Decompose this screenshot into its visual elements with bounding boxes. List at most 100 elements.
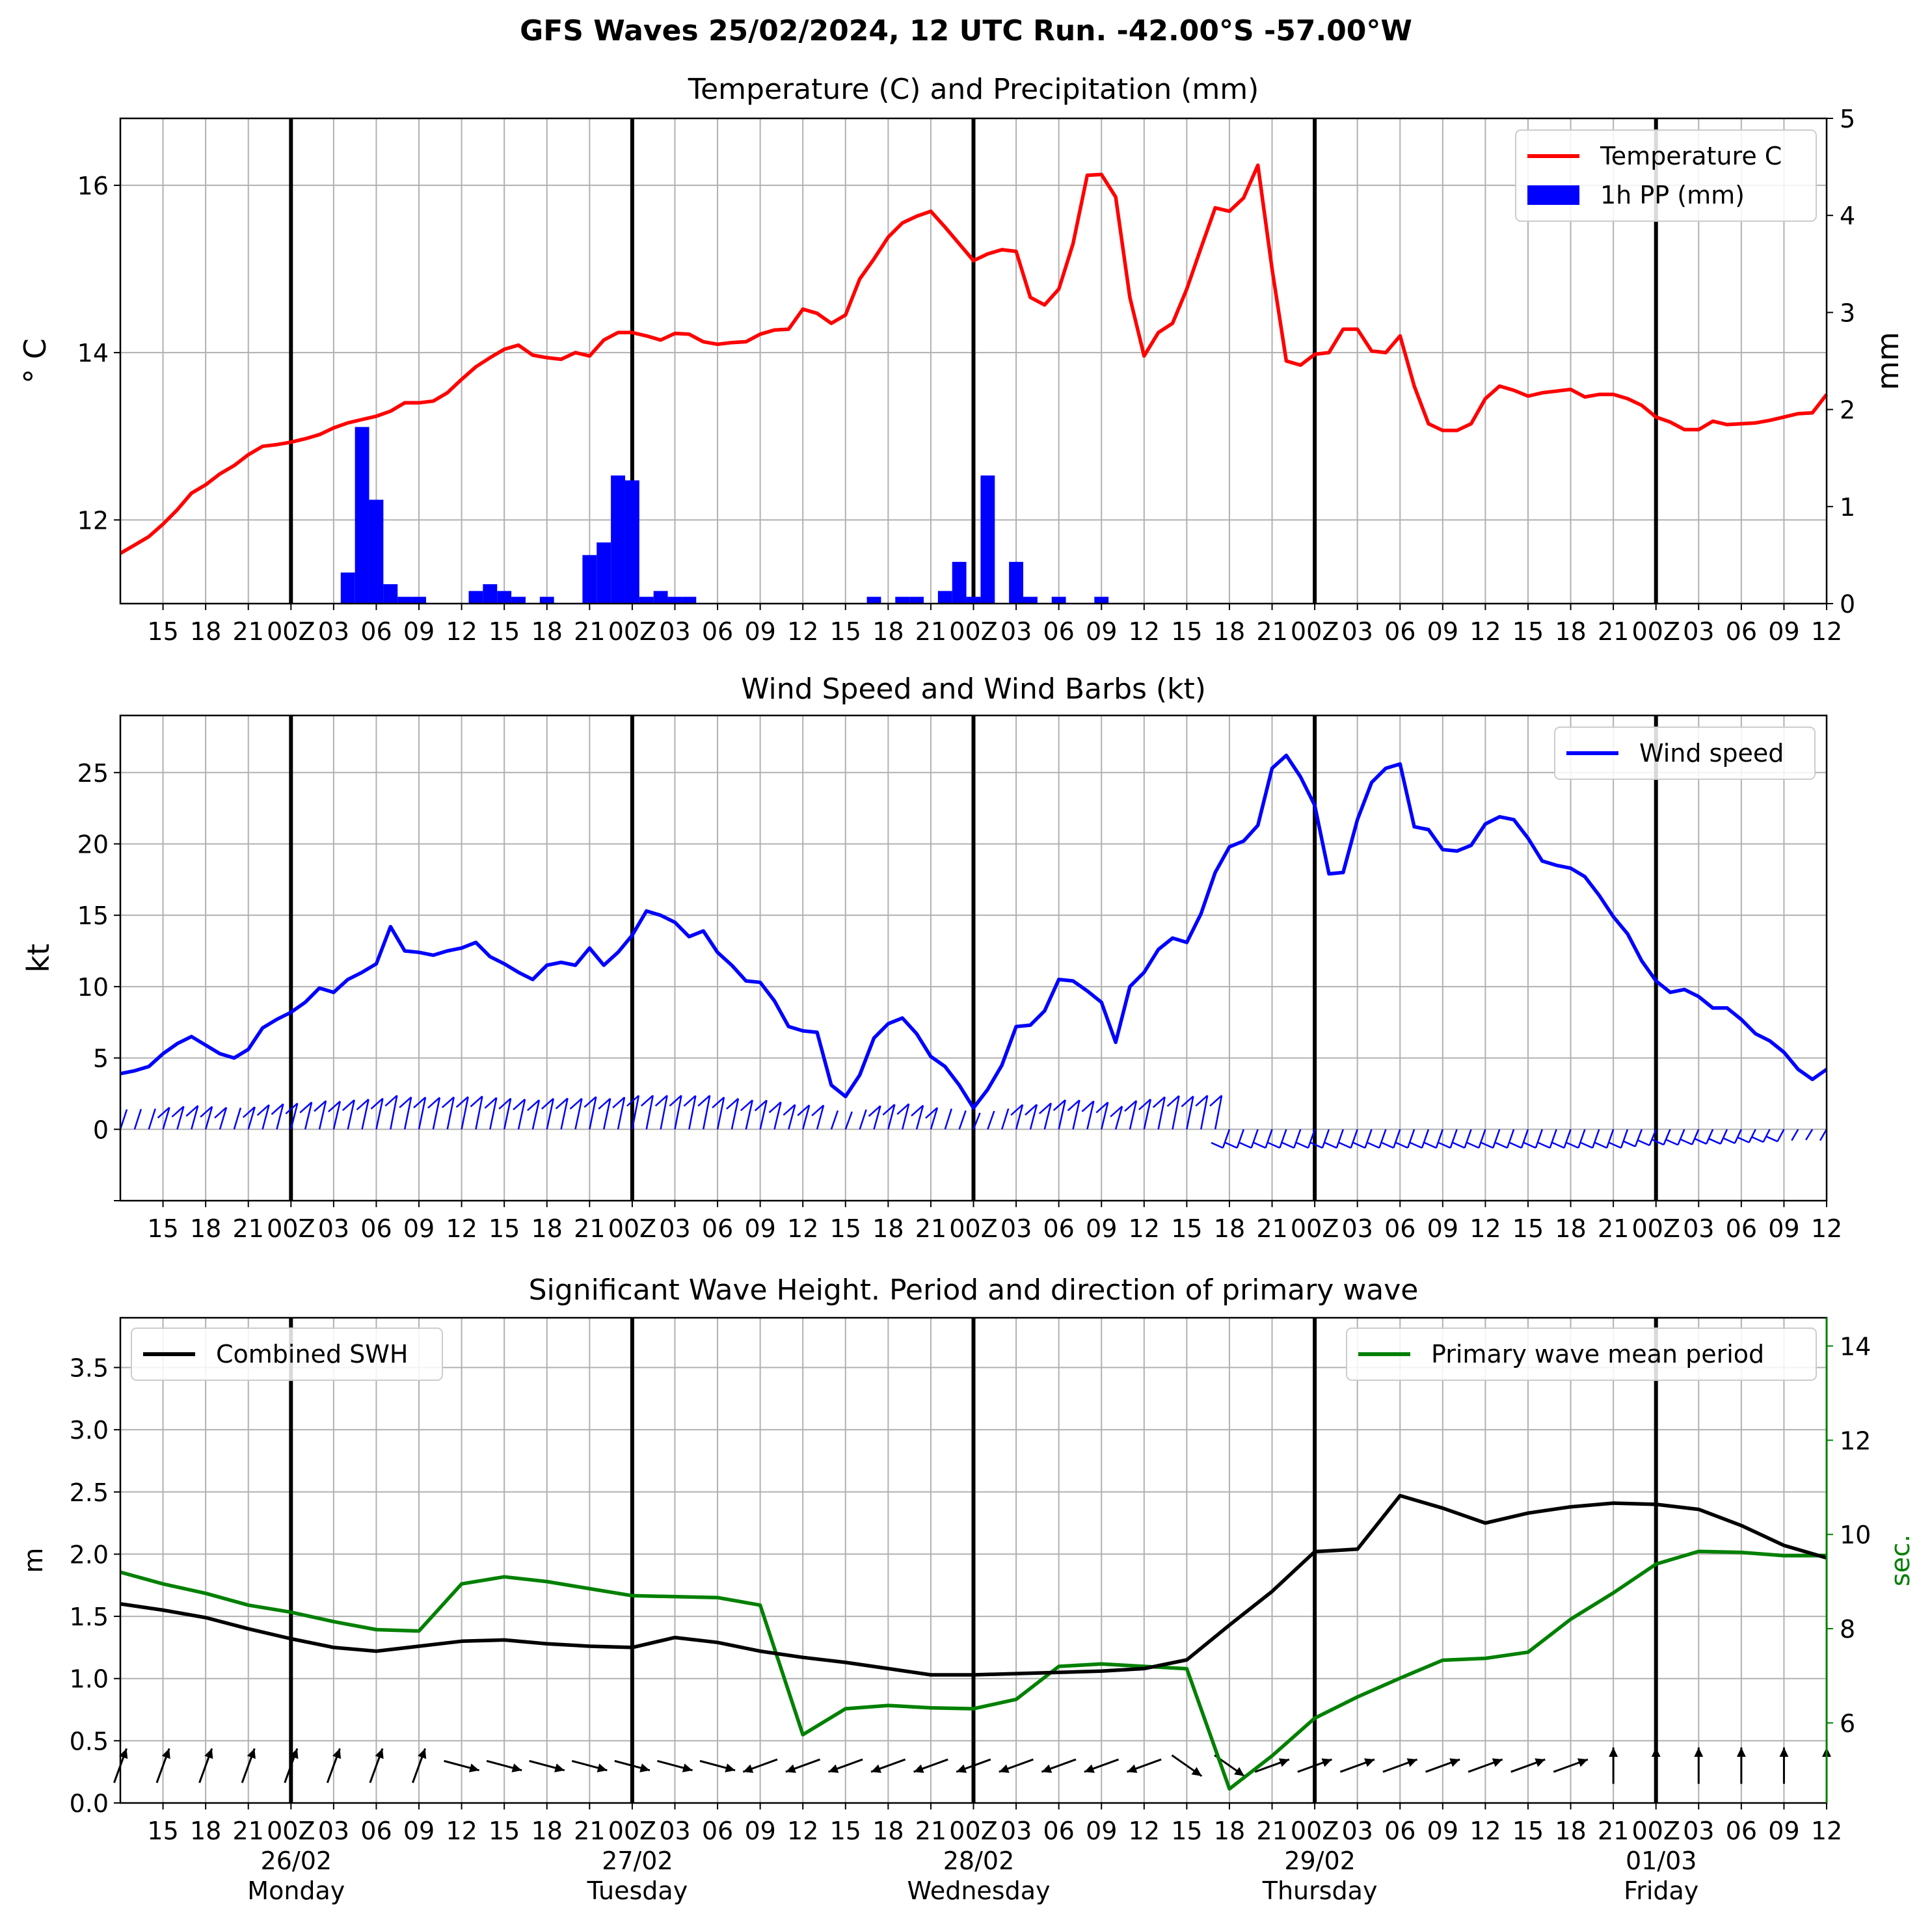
x-tick-label: 03 bbox=[318, 617, 349, 646]
x-tick-label: 15 bbox=[830, 617, 861, 646]
wind-barb-flag bbox=[356, 1099, 369, 1111]
x-tick-label: 12 bbox=[1129, 617, 1160, 646]
wind-barb-flag bbox=[1267, 1141, 1280, 1149]
wind-barb bbox=[546, 1098, 554, 1130]
x-tick-label: 03 bbox=[318, 1214, 349, 1243]
legend-label: Primary wave mean period bbox=[1431, 1340, 1764, 1368]
x-tick-label: 21 bbox=[915, 1817, 946, 1845]
x-tick-label: 09 bbox=[1427, 1817, 1458, 1845]
wind-barb bbox=[1236, 1128, 1244, 1149]
wind-barb bbox=[304, 1102, 313, 1130]
x-tick-label: 18 bbox=[1214, 1817, 1245, 1845]
wind-speed-line bbox=[120, 753, 1828, 1110]
wind-barb-flag bbox=[1067, 1099, 1080, 1112]
wave-direction-arrowhead bbox=[1127, 1764, 1138, 1773]
x-tick-label: 03 bbox=[1341, 1214, 1373, 1243]
wave-direction-arrowhead bbox=[1492, 1758, 1503, 1767]
wave-direction-arrowhead bbox=[1577, 1758, 1588, 1767]
x-tick-label: 03 bbox=[659, 1214, 690, 1243]
wind-barb bbox=[745, 1100, 753, 1130]
wind-barb-flag bbox=[470, 1095, 483, 1108]
precip-bar bbox=[397, 596, 412, 604]
wind-barb-flag bbox=[1481, 1141, 1494, 1149]
wind-barb-flag bbox=[555, 1097, 569, 1110]
wave-direction-arrowhead bbox=[725, 1763, 736, 1772]
wind-barb-flag bbox=[1594, 1141, 1607, 1149]
wind-barb bbox=[1114, 1106, 1123, 1130]
temperature-precip-panel: Temperature (C) and Precipitation (mm)12… bbox=[18, 73, 1905, 646]
wind-barb bbox=[1705, 1128, 1714, 1145]
x-tick-label: 09 bbox=[1768, 617, 1799, 646]
day-weekday-label: Wednesday bbox=[907, 1876, 1050, 1905]
x-tick-label: 06 bbox=[360, 1817, 392, 1845]
wave-direction-arrowhead bbox=[999, 1764, 1010, 1773]
wind-barb bbox=[475, 1096, 483, 1130]
x-tick-label: 21 bbox=[574, 1817, 605, 1845]
x-tick-label: 09 bbox=[1768, 1817, 1799, 1845]
legend-label: Wind speed bbox=[1639, 739, 1784, 767]
wind-barb-flag bbox=[1181, 1095, 1194, 1108]
wind-barb bbox=[887, 1104, 896, 1130]
wind-barb-flag bbox=[271, 1103, 284, 1115]
x-tick-label: 00Z bbox=[267, 1214, 315, 1243]
precip-bar bbox=[383, 584, 398, 604]
wind-barb bbox=[716, 1097, 725, 1130]
x-tick-label: 09 bbox=[1086, 617, 1117, 646]
wind-barb bbox=[375, 1098, 384, 1130]
wind-barb bbox=[1200, 1095, 1209, 1130]
wind-barb bbox=[432, 1097, 441, 1130]
wind-barb-flag bbox=[242, 1106, 256, 1118]
wind-barb-flag bbox=[1652, 1138, 1665, 1146]
x-tick-label: 06 bbox=[1726, 617, 1757, 646]
x-tick-label: 00Z bbox=[267, 617, 315, 646]
y-tick-label: 5 bbox=[93, 1045, 109, 1073]
wind-barb-flag bbox=[1152, 1096, 1166, 1108]
precip-bar bbox=[937, 591, 952, 604]
day-weekday-label: Tuesday bbox=[587, 1876, 688, 1905]
wind-barb bbox=[176, 1106, 185, 1130]
wind-barb bbox=[1492, 1128, 1501, 1149]
x-tick-label: 00Z bbox=[949, 1817, 997, 1845]
wind-barb-flag bbox=[1694, 1138, 1707, 1145]
wind-barb-flag bbox=[1751, 1136, 1764, 1143]
wind-barb-flag bbox=[569, 1098, 583, 1110]
wave-direction-arrowhead bbox=[743, 1764, 754, 1773]
y-right-tick-label: 8 bbox=[1840, 1615, 1855, 1644]
day-date-label: 27/02 bbox=[602, 1847, 673, 1875]
wind-barb-flag bbox=[612, 1097, 625, 1108]
x-tick-label: 21 bbox=[574, 617, 605, 646]
x-tick-label: 06 bbox=[1043, 617, 1074, 646]
wave-direction-arrowhead bbox=[1736, 1747, 1746, 1757]
x-tick-label: 18 bbox=[872, 617, 904, 646]
x-tick-label: 09 bbox=[1768, 1214, 1799, 1243]
wind-barb bbox=[602, 1098, 611, 1130]
wind-barb-flag bbox=[256, 1104, 270, 1116]
x-tick-label: 09 bbox=[1086, 1214, 1117, 1243]
y-right-tick-label: 1 bbox=[1840, 493, 1855, 522]
wind-barb-flag bbox=[1453, 1141, 1466, 1149]
precip-bar bbox=[497, 591, 512, 604]
wind-barb bbox=[915, 1105, 924, 1130]
y-tick-label: 2.5 bbox=[70, 1478, 109, 1507]
wind-barb-flag bbox=[783, 1104, 796, 1116]
wind-barb bbox=[1605, 1128, 1615, 1149]
y-tick-label: 16 bbox=[77, 172, 109, 200]
wind-barb bbox=[318, 1101, 327, 1130]
wave-direction-arrowhead bbox=[871, 1764, 881, 1773]
wave-direction-arrowhead bbox=[1449, 1758, 1460, 1767]
wind-barb-flag bbox=[1395, 1141, 1408, 1149]
wind-barb bbox=[688, 1095, 697, 1130]
wind-barb bbox=[403, 1097, 412, 1130]
x-tick-label: 21 bbox=[1256, 1817, 1287, 1845]
wave-direction-arrowhead bbox=[1278, 1758, 1289, 1767]
x-tick-label: 21 bbox=[915, 617, 946, 646]
wind-barb-flag bbox=[925, 1107, 938, 1119]
x-tick-label: 18 bbox=[190, 617, 221, 646]
legend-box bbox=[1515, 129, 1817, 222]
wind-barb-flag bbox=[598, 1098, 611, 1110]
x-tick-label: 18 bbox=[872, 1817, 904, 1845]
precip-bar bbox=[1023, 596, 1038, 604]
y-right-tick-label: 12 bbox=[1840, 1426, 1871, 1455]
wind-barb-flag bbox=[1367, 1141, 1380, 1149]
legend-box bbox=[131, 1328, 443, 1381]
